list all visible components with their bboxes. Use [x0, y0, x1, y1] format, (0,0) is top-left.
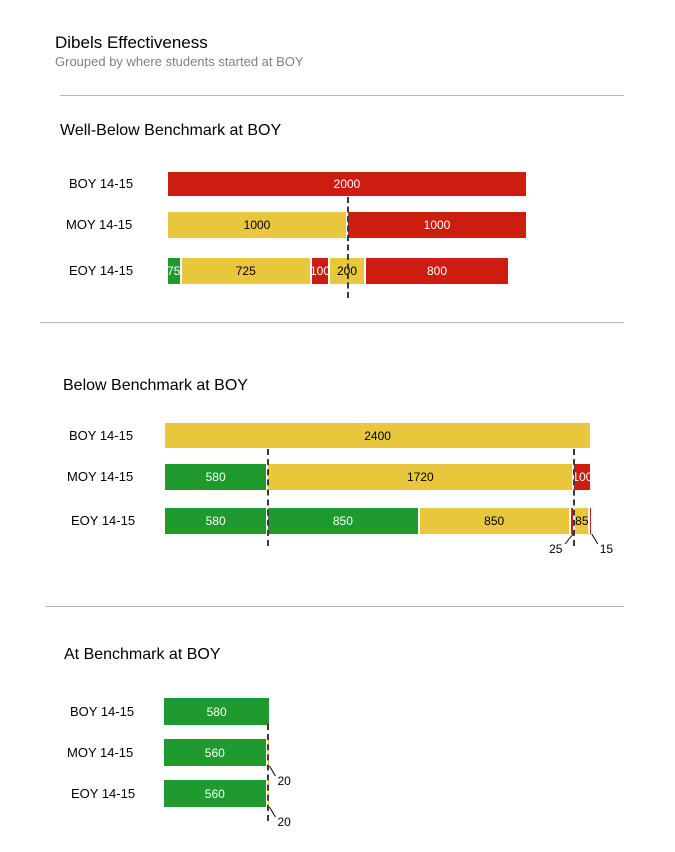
callout-leader	[269, 765, 276, 777]
bar-segment: 800	[366, 258, 510, 284]
bar-segment: 560	[164, 780, 268, 807]
row-label: BOY 14-15	[70, 703, 135, 719]
bar-segment: 1000	[348, 212, 528, 238]
divider	[45, 606, 624, 607]
chart-title: Below Benchmark at BOY	[63, 377, 248, 394]
bar-segment: 725	[181, 258, 312, 284]
row-label: MOY 14-15	[67, 469, 134, 484]
reference-line	[267, 449, 270, 546]
bar-segment: 100	[574, 464, 593, 490]
callout-leader	[591, 533, 599, 545]
bar-segment: 850	[419, 508, 571, 534]
bar-segment	[267, 739, 272, 766]
callout-label: 20	[277, 815, 291, 829]
bar-segment	[590, 508, 594, 534]
bar-segment: 560	[164, 739, 268, 766]
reference-line	[266, 724, 269, 821]
callout-label: 20	[277, 774, 291, 788]
bar-segment: 580	[165, 464, 269, 490]
bar-segment: 100	[312, 258, 330, 284]
bar-segment	[267, 780, 272, 807]
bar-segment: 75	[168, 258, 182, 284]
callout-leader	[269, 806, 276, 818]
callout-label: 15	[599, 542, 614, 556]
chart-title: At Benchmark at BOY	[64, 646, 221, 663]
divider	[40, 322, 624, 323]
divider	[60, 95, 624, 96]
bar-segment: 1720	[268, 464, 575, 490]
page-title: Dibels Effectiveness	[55, 33, 208, 52]
bar-segment: 580	[165, 508, 269, 534]
bar-segment: 85	[575, 508, 591, 534]
row-label: MOY 14-15	[66, 217, 133, 232]
bar-segment: 580	[164, 698, 272, 725]
chart-title: Well-Below Benchmark at BOY	[60, 122, 282, 139]
reference-line	[347, 197, 349, 298]
page-subtitle: Grouped by where students started at BOY	[55, 54, 304, 69]
callout-label: 25	[549, 542, 563, 556]
bar-segment: 2000	[168, 172, 528, 196]
callout-leader	[564, 533, 574, 545]
row-label: BOY 14-15	[69, 427, 134, 443]
row-label: MOY 14-15	[67, 744, 134, 760]
bar-segment: 850	[268, 508, 420, 534]
reference-line	[573, 449, 576, 546]
row-label: BOY 14-15	[69, 176, 134, 191]
row-label: EOY 14-15	[71, 513, 136, 528]
row-label: EOY 14-15	[69, 263, 134, 278]
bar-segment: 2400	[165, 423, 593, 448]
row-label: EOY 14-15	[71, 785, 136, 801]
